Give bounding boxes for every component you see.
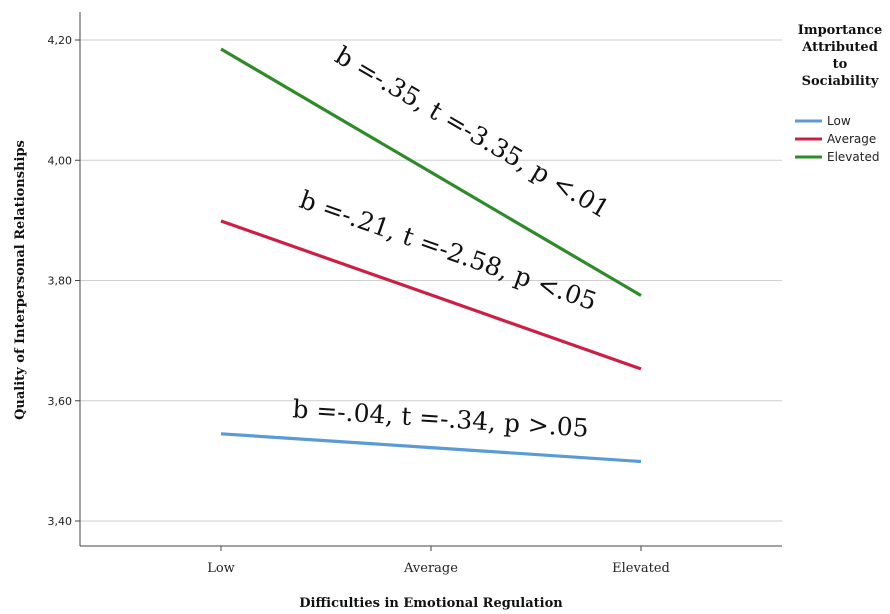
- legend-title-line: Importance: [798, 23, 883, 38]
- legend-items: Low Average Elevated: [795, 114, 879, 164]
- y-tick-label: 3,40: [48, 515, 73, 528]
- legend-label-elevated: Elevated: [827, 150, 879, 164]
- y-tick-label: 4,00: [48, 154, 73, 167]
- legend-title-line: Attributed: [801, 40, 878, 55]
- annotation-average: b =-.21, t =-2.58, p <.05: [296, 185, 600, 316]
- x-axis-title: Difficulties in Emotional Regulation: [299, 596, 563, 611]
- y-tick-label: 3,60: [48, 395, 73, 408]
- legend-label-low: Low: [827, 114, 851, 128]
- x-tick-label: Average: [403, 561, 458, 576]
- legend-label-average: Average: [827, 132, 876, 146]
- legend: Importance Attributed to Sociability Low…: [795, 23, 882, 164]
- grid-lines: [80, 39, 782, 522]
- y-tick-labels: 3,40 3,60 3,80 4,00 4,20: [48, 34, 80, 528]
- annotation-low: b =-.04, t =-.34, p >.05: [292, 394, 590, 442]
- series-line-average: [220, 219, 642, 371]
- y-tick-label: 3,80: [48, 275, 73, 288]
- slope-annotations: b =-.35, t =-3.35, p <.01b =-.21, t =-2.…: [292, 41, 615, 443]
- x-tick-labels: Low Average Elevated: [207, 546, 670, 576]
- x-tick-label: Elevated: [612, 561, 670, 576]
- legend-title-line: Sociability: [802, 74, 879, 89]
- y-tick-label: 4,20: [48, 34, 73, 47]
- y-axis-title: Quality of Interpersonal Relationships: [13, 140, 28, 420]
- series-line-elevated: [220, 47, 642, 297]
- series-lines: [220, 47, 642, 464]
- x-tick-label: Low: [207, 561, 235, 576]
- series-line-low: [220, 432, 642, 464]
- legend-title-line: to: [833, 57, 848, 72]
